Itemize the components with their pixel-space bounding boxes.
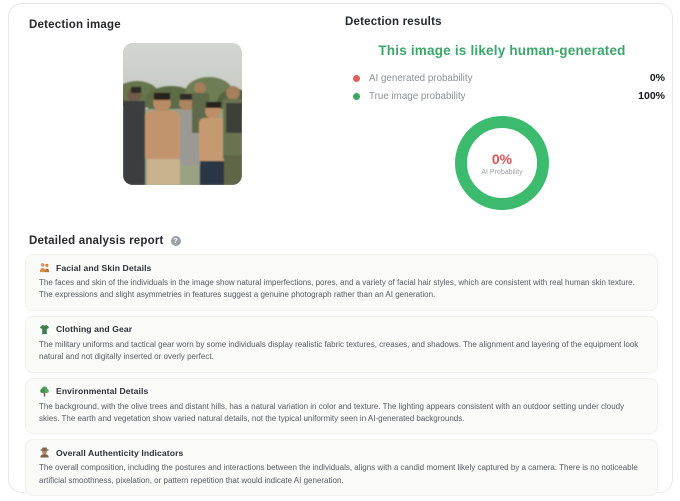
ai-probability-gauge: 0% AI Probability (455, 116, 549, 210)
detection-results-title: Detection results (345, 16, 442, 28)
report-title: Detailed analysis report (29, 235, 164, 247)
section-overall-authenticity: Overall Authenticity Indicators The over… (25, 439, 658, 497)
section-environmental: Environmental Details The background, wi… (25, 377, 658, 435)
photo-scene (123, 43, 242, 185)
probability-row-true: True image probability 100% (353, 89, 665, 103)
detective-icon (40, 447, 49, 458)
ai-probability-value: 0% (649, 72, 665, 84)
section-body: The background, with the olive trees and… (39, 401, 625, 423)
section-title: Environmental Details (56, 386, 149, 397)
detection-card: Detection image (8, 3, 673, 497)
help-circle-icon[interactable]: ? (170, 236, 181, 246)
report-header: Detailed analysis report ? (29, 235, 181, 247)
true-probability-dot (353, 92, 360, 100)
section-title: Facial and Skin Details (56, 262, 152, 273)
section-body: The faces and skin of the individuals in… (39, 278, 635, 300)
verdict-text: This image is likely human-generated (378, 43, 626, 58)
section-body: The military uniforms and tactical gear … (39, 339, 639, 362)
tree-icon (40, 386, 49, 397)
true-probability-label: True image probability (369, 90, 466, 102)
detection-photo (123, 43, 242, 185)
shirt-icon (39, 324, 50, 334)
ai-probability-label: AI generated probability (369, 72, 473, 84)
detection-image-title: Detection image (29, 19, 121, 31)
section-facial-skin: Facial and Skin Details The faces and sk… (25, 254, 658, 311)
section-body: The overall composition, including the p… (39, 463, 638, 485)
people-icon (39, 263, 50, 273)
ai-probability-dot (353, 74, 360, 82)
gauge-percent: 0% (491, 150, 513, 167)
gauge-label: AI Probability (481, 168, 523, 176)
section-title: Clothing and Gear (56, 324, 133, 335)
report-sections: Facial and Skin Details The faces and sk… (25, 254, 658, 501)
probability-row-ai: AI generated probability 0% (353, 71, 665, 85)
section-title: Overall Authenticity Indicators (56, 447, 184, 458)
section-clothing-gear: Clothing and Gear The military uniforms … (25, 315, 658, 373)
true-probability-value: 100% (638, 90, 665, 102)
